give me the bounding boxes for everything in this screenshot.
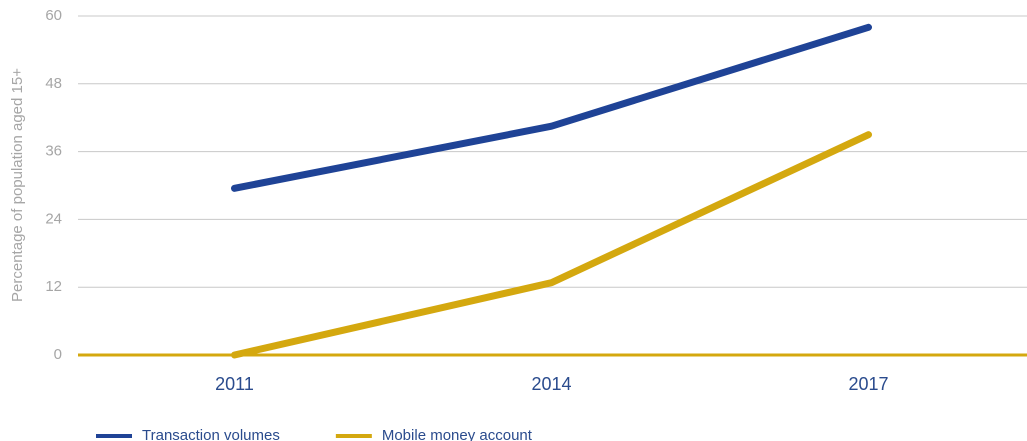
- y-tick-label: 60: [45, 7, 62, 24]
- y-tick-label: 24: [45, 210, 62, 227]
- line: [231, 131, 872, 359]
- x-tick-label: 2014: [531, 374, 571, 394]
- y-tick-label: 36: [45, 143, 62, 160]
- y-tick-label: 0: [54, 346, 62, 363]
- y-tick-label: 48: [45, 75, 62, 92]
- x-tick-label: 2017: [848, 374, 888, 394]
- y-axis-label: Percentage of population aged 15+: [9, 68, 26, 302]
- x-tick-label: 2011: [215, 374, 254, 394]
- legend-label: Transaction volumes: [142, 427, 280, 441]
- line: [231, 23, 872, 192]
- y-tick-label: 12: [45, 278, 62, 295]
- legend-label: Mobile money account: [382, 427, 533, 441]
